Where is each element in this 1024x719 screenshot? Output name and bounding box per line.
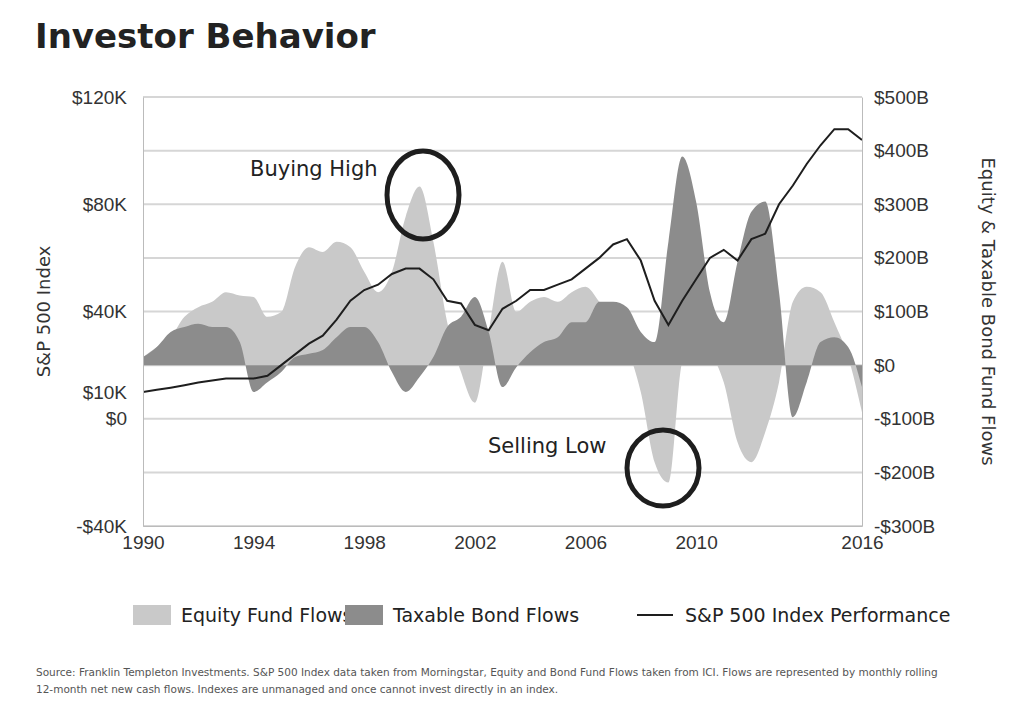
tick-label: 2006 bbox=[565, 532, 607, 553]
tick: 2016 bbox=[841, 526, 883, 553]
tick-label: 1994 bbox=[233, 532, 276, 553]
grid-line bbox=[143, 150, 862, 152]
legend-label: Equity Fund Flows bbox=[181, 604, 352, 626]
source-note: 12-month net new cash flows. Indexes are… bbox=[36, 683, 558, 695]
chart: Investor Behavior -$40K $0 $10K $40K $80K $120… bbox=[0, 0, 1024, 719]
tick-label: $80K bbox=[83, 194, 128, 215]
legend-label: Taxable Bond Flows bbox=[392, 604, 579, 626]
source-note: Source: Franklin Templeton Investments. … bbox=[36, 666, 938, 678]
tick-label: 2010 bbox=[675, 532, 717, 553]
plot-area bbox=[143, 129, 862, 482]
tick-label: $300B bbox=[874, 194, 929, 215]
tick-label: -$200B bbox=[874, 462, 935, 483]
tick-label: 2016 bbox=[841, 532, 883, 553]
tick: $120K bbox=[72, 87, 143, 108]
legend-swatch bbox=[637, 614, 673, 616]
tick: $10K bbox=[83, 382, 143, 403]
annotation: Selling Low bbox=[488, 434, 606, 458]
annotation: Buying High bbox=[250, 157, 378, 181]
tick-label: $100B bbox=[874, 301, 929, 322]
grid-line bbox=[143, 203, 862, 205]
tick-label: 1990 bbox=[122, 532, 164, 553]
tick: 1994 bbox=[233, 526, 276, 553]
axis-line bbox=[144, 526, 863, 527]
tick: -$200B bbox=[862, 462, 935, 483]
tick: 1990 bbox=[122, 526, 164, 553]
tick: $500B bbox=[862, 87, 929, 108]
tick: $200B bbox=[862, 247, 929, 268]
tick-label: $0 bbox=[874, 355, 895, 376]
axis: 1990 1994 1998 2002 2006 2010 2016 bbox=[122, 526, 883, 553]
tick: 1998 bbox=[344, 526, 386, 553]
title: Investor Behavior bbox=[35, 16, 376, 56]
tick: 2010 bbox=[675, 526, 717, 553]
tick-label: $120K bbox=[72, 87, 127, 108]
axis-title: Equity & Taxable Bond Fund Flows bbox=[978, 157, 999, 465]
grid-line bbox=[143, 525, 862, 527]
tick-label: -$100B bbox=[874, 408, 935, 429]
legend-swatch bbox=[133, 605, 171, 625]
grid bbox=[143, 97, 862, 526]
tick-label: 1998 bbox=[344, 532, 386, 553]
tick-label: $40K bbox=[83, 301, 128, 322]
legend: Equity Fund Flows Taxable Bond Flows S&P 5… bbox=[133, 604, 950, 626]
tick: $80K bbox=[83, 194, 143, 215]
tick: $400B bbox=[862, 140, 929, 161]
tick: 2006 bbox=[565, 526, 607, 553]
axis: -$300B-$200B-$100B$0$100B$200B$300B$400B… bbox=[862, 87, 935, 537]
axis-line bbox=[143, 98, 144, 527]
tick: $0 bbox=[106, 408, 143, 429]
tick-label: $200B bbox=[874, 247, 929, 268]
tick-label: $0 bbox=[106, 408, 127, 429]
legend-swatch bbox=[345, 605, 383, 625]
axis: -$40K $0 $10K $40K $80K $120K bbox=[72, 87, 143, 537]
annotation-circle bbox=[627, 430, 699, 506]
tick-label: $10K bbox=[83, 382, 128, 403]
tick-label: -$40K bbox=[76, 516, 127, 537]
annotations: Buying High Selling Low bbox=[250, 151, 699, 506]
tick-label: 2002 bbox=[454, 532, 496, 553]
tick: $100B bbox=[862, 301, 929, 322]
tick-label: $500B bbox=[874, 87, 929, 108]
axis-line bbox=[862, 98, 863, 527]
tick: $40K bbox=[83, 301, 143, 322]
tick-label: $400B bbox=[874, 140, 929, 161]
axis-title: S&P 500 Index bbox=[33, 245, 54, 377]
legend-label: S&P 500 Index Performance bbox=[685, 604, 950, 626]
line bbox=[143, 129, 862, 392]
grid-line bbox=[143, 471, 862, 473]
grid-line bbox=[143, 96, 862, 98]
tick: $0 bbox=[862, 355, 895, 376]
source: Source: Franklin Templeton Investments. … bbox=[36, 666, 938, 695]
tick: $300B bbox=[862, 194, 929, 215]
annotation-circle bbox=[387, 151, 459, 239]
tick: -$100B bbox=[862, 408, 935, 429]
tick: 2002 bbox=[454, 526, 496, 553]
